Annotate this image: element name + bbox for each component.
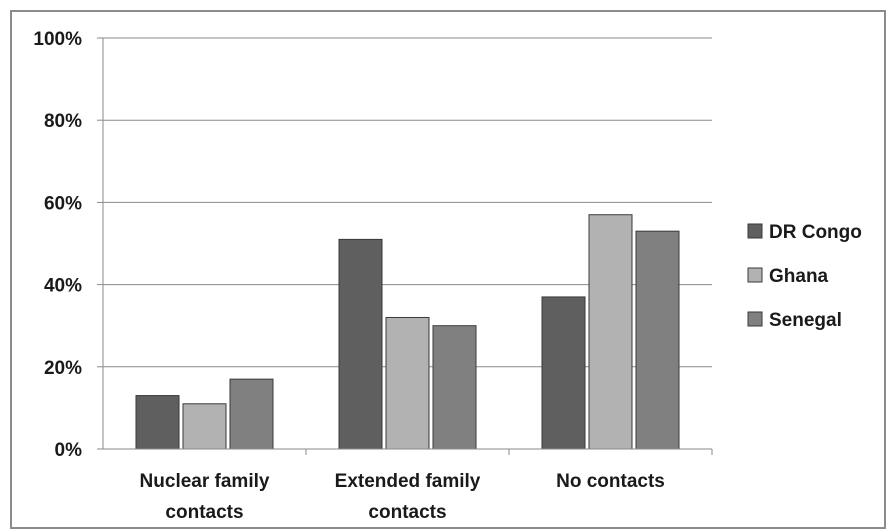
bar: [588, 214, 633, 450]
y-tick-label: 80%: [44, 111, 82, 132]
bar: [135, 395, 180, 450]
y-axis: 0% 20% 40% 60% 80% 100%: [33, 29, 104, 461]
legend-label: DR Congo: [769, 222, 862, 243]
legend-label: Senegal: [769, 310, 842, 331]
x-axis: Nuclear family contacts Extended family con…: [103, 448, 713, 523]
bar: [338, 238, 383, 450]
bar: [229, 378, 274, 450]
bar: [385, 316, 430, 450]
x-tick-label: contacts: [165, 502, 243, 523]
x-tick-label: Extended family: [335, 471, 481, 492]
bar: [182, 403, 227, 450]
legend-swatch: [747, 223, 763, 239]
legend-swatch: [747, 311, 763, 327]
y-tick-label: 60%: [44, 193, 82, 214]
bars: [135, 214, 680, 450]
y-tick-label: 100%: [33, 29, 82, 50]
x-tick-label: Nuclear family: [140, 471, 270, 492]
legend-label: Ghana: [769, 266, 829, 287]
y-tick-label: 0%: [55, 440, 83, 461]
x-tick-label: contacts: [368, 502, 446, 523]
legend-swatch: [747, 267, 763, 283]
legend: DR Congo Ghana Senegal: [747, 222, 862, 331]
bar: [635, 230, 680, 450]
bar: [432, 325, 477, 450]
y-tick-label: 20%: [44, 358, 82, 379]
x-tick-label: No contacts: [556, 471, 665, 492]
y-tick-label: 40%: [44, 276, 82, 297]
bar: [541, 296, 586, 450]
